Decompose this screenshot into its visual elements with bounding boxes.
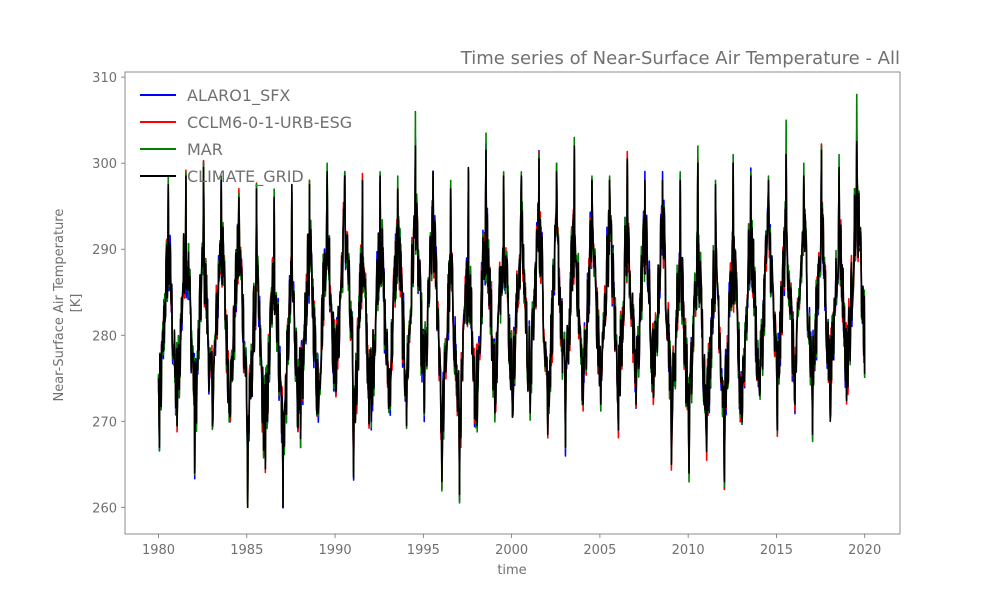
x-tick-label: 2015: [760, 543, 793, 558]
x-axis-label: time: [497, 563, 526, 578]
x-tick-label: 2020: [848, 543, 881, 558]
series-line-climate-grid: [157, 140, 866, 509]
y-tick-label: 260: [92, 501, 117, 516]
x-tick-label: 1995: [407, 543, 440, 558]
legend-label: CCLM6-0-1-URB-ESG: [187, 113, 352, 132]
y-tick-label: 280: [92, 329, 117, 344]
y-tick-label: 270: [92, 415, 117, 430]
y-tick-label: 290: [92, 243, 117, 258]
x-tick-label: 2010: [672, 543, 705, 558]
x-tick-label: 1980: [142, 543, 175, 558]
legend-label: ALARO1_SFX: [187, 86, 290, 106]
y-axis-label-line-2: [K]: [69, 294, 84, 313]
axes-layer: 1980 1985 1990 1995 2000 2005 2010 2015 2020 260 2…: [92, 71, 881, 558]
legend-label: CLIMATE_GRID: [187, 167, 304, 187]
y-tick-label: 310: [92, 71, 117, 86]
x-tick-label: 2005: [583, 543, 616, 558]
legend-label: MAR: [187, 140, 223, 159]
y-tick-label: 300: [92, 157, 117, 172]
x-tick-label: 1990: [319, 543, 352, 558]
plot-area-frame: [124, 71, 901, 535]
x-tick-label: 2000: [495, 543, 528, 558]
series-lines-layer: [157, 93, 866, 509]
y-axis-label-line-1: Near-Surface Air Temperature: [52, 209, 67, 402]
y-axis-label: Near-Surface Air Temperature [K]: [52, 204, 84, 401]
chart-title: Time series of Near-Surface Air Temperat…: [460, 48, 900, 69]
legend: ALARO1_SFX CCLM6-0-1-URB-ESG MAR CLIMATE_GR…: [140, 86, 352, 187]
x-tick-label: 1985: [230, 543, 263, 558]
